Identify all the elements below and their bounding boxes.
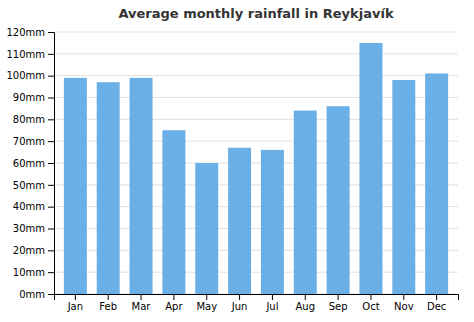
tick: Sep [329, 294, 348, 312]
tick-mark [48, 207, 54, 208]
tick: Aug [296, 294, 316, 312]
tick-mark [48, 163, 54, 164]
tick: 50mm [13, 180, 54, 191]
tick-mark [370, 294, 371, 300]
tick: 70mm [13, 136, 54, 147]
bar [162, 130, 185, 294]
tick: 120mm [6, 27, 54, 38]
tick-mark [338, 294, 339, 300]
tick: 100mm [6, 70, 54, 81]
tick-mark [48, 54, 54, 55]
tick-mark [206, 294, 207, 300]
tick-mark [48, 119, 54, 120]
bar [228, 148, 251, 294]
tick-label: Apr [165, 301, 183, 312]
tick-label: 110mm [6, 49, 45, 60]
tick: May [196, 294, 217, 312]
tick-label: Mar [132, 301, 152, 312]
tick: Jan [67, 294, 83, 312]
bars [64, 43, 448, 294]
tick: Apr [165, 294, 183, 312]
tick: 20mm [13, 245, 54, 256]
tick-label: Jan [67, 301, 83, 312]
tick-label: 30mm [13, 223, 45, 234]
tick-label: 50mm [13, 180, 45, 191]
bar [97, 82, 120, 294]
tick-mark [48, 185, 54, 186]
tick: 110mm [6, 49, 54, 60]
tick-mark [108, 294, 109, 300]
grid [54, 32, 458, 294]
tick-mark [48, 250, 54, 251]
tick-mark [48, 294, 54, 295]
y-axis: 0mm 10mm 20mm 30mm 40mm 50mm 60mm 70mm 80mm 90mm 1… [6, 27, 54, 300]
tick-label: 100mm [6, 70, 45, 81]
tick: Mar [132, 294, 152, 312]
tick-mark [48, 98, 54, 99]
tick-mark [141, 294, 142, 300]
bar [425, 73, 448, 294]
tick-mark [48, 141, 54, 142]
tick: 60mm [13, 158, 54, 169]
tick-label: 0mm [19, 289, 45, 300]
tick-label: Jul [265, 301, 278, 312]
tick-mark [436, 294, 437, 300]
tick: Jul [265, 294, 278, 312]
tick: Dec [427, 294, 446, 312]
tick-label: 80mm [13, 114, 45, 125]
bar [261, 150, 284, 294]
bar [294, 111, 317, 294]
tick-mark [48, 76, 54, 77]
bar [392, 80, 415, 294]
tick-label: 20mm [13, 245, 45, 256]
tick: Jun [231, 294, 248, 312]
tick-label: Dec [427, 301, 446, 312]
plot: Jan Feb Mar Apr May Jun Jul Aug Sep Oct Nov Dec 0mm 1… [6, 27, 458, 312]
tick: 10mm [13, 267, 54, 278]
tick-label: Feb [99, 301, 117, 312]
tick-label: 90mm [13, 92, 45, 103]
tick-label: May [196, 301, 217, 312]
tick-mark [75, 294, 76, 300]
bar [195, 163, 218, 294]
tick-label: 60mm [13, 158, 45, 169]
title: Average monthly rainfall in Reykjavík [118, 6, 393, 21]
tick-label: Aug [296, 301, 316, 312]
grid-line [54, 32, 458, 33]
tick-mark [48, 272, 54, 273]
tick: Feb [99, 294, 117, 312]
tick-mark [173, 294, 174, 300]
tick: 30mm [13, 223, 54, 234]
bar [130, 78, 153, 294]
tick: Oct [362, 294, 379, 312]
tick-label: 10mm [13, 267, 45, 278]
tick-mark [403, 294, 404, 300]
tick: 40mm [13, 201, 54, 212]
tick-label: Nov [394, 301, 414, 312]
tick-mark [272, 294, 273, 300]
tick-label: Sep [329, 301, 348, 312]
chart: Average monthly rainfall in Reykjavík Jan… [0, 0, 474, 322]
tick-mark [48, 32, 54, 33]
tick: Nov [394, 294, 414, 312]
tick-label: Jun [231, 301, 248, 312]
grid-line [54, 75, 458, 76]
tick-mark [48, 229, 54, 230]
tick-mark [305, 294, 306, 300]
tick-label: 40mm [13, 201, 45, 212]
bar [359, 43, 382, 294]
tick-label: 120mm [6, 27, 45, 38]
tick-label: Oct [362, 301, 379, 312]
tick: 0mm [19, 289, 54, 300]
axis-line [55, 295, 459, 301]
tick: 90mm [13, 92, 54, 103]
grid-line [54, 53, 458, 54]
axis-line [48, 33, 55, 295]
tick: 80mm [13, 114, 54, 125]
bar [64, 78, 87, 294]
tick-mark [239, 294, 240, 300]
tick-label: 70mm [13, 136, 45, 147]
bar [327, 106, 350, 294]
x-axis: Jan Feb Mar Apr May Jun Jul Aug Sep Oct Nov Dec [55, 294, 459, 312]
